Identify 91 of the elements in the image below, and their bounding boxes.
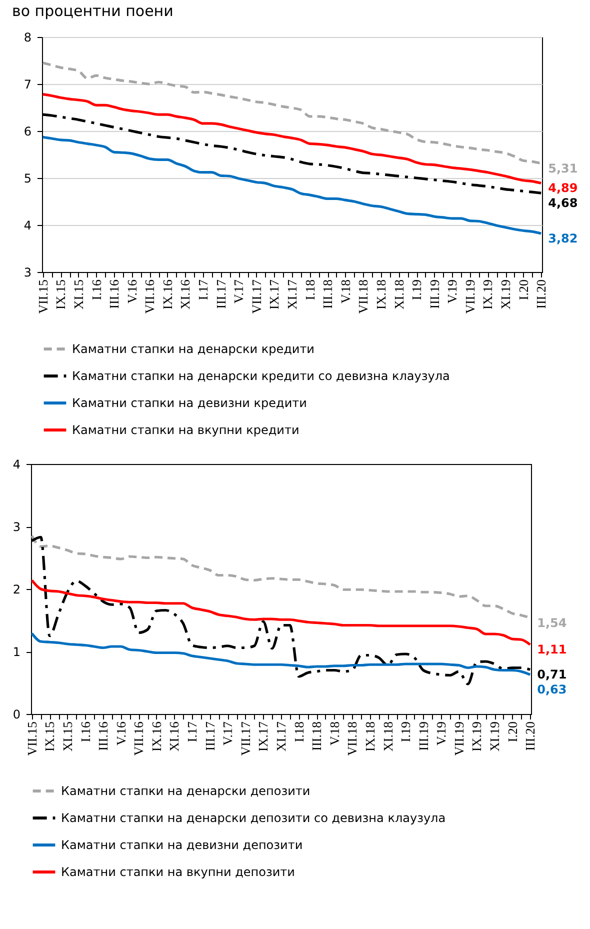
- x-tick-label: IX.15: [53, 280, 68, 310]
- x-tick-label: VII.19: [451, 722, 466, 756]
- y-tick-label: 0: [12, 708, 20, 722]
- y-tick-label: 5: [24, 172, 32, 186]
- x-tick-label: IX.17: [266, 279, 282, 310]
- x-tick-label: V.16: [113, 721, 128, 746]
- legend-label: Каматни стапки на денарски кредити со девизна клаузула: [72, 369, 450, 383]
- x-tick-label: III.17: [202, 721, 218, 751]
- x-tick-label: I.17: [196, 279, 211, 300]
- data-label: 0,63: [537, 682, 567, 697]
- x-tick-label: IX.18: [373, 280, 388, 310]
- y-tick-label: 7: [24, 78, 32, 92]
- x-tick-label: XI.17: [284, 279, 300, 310]
- legend-label: Каматни стапки на девизни депозити: [61, 838, 303, 852]
- x-tick-label: VII.16: [131, 721, 146, 756]
- legend-label: Каматни стапки на вкупни кредити: [72, 423, 300, 437]
- x-tick-label: III.18: [320, 280, 336, 309]
- x-tick-label: I.20: [516, 280, 531, 300]
- y-tick-label: 6: [24, 124, 32, 138]
- x-tick-label: XI.17: [274, 721, 288, 752]
- x-tick-label: V.16: [124, 279, 140, 304]
- x-tick-label: VII.19: [462, 280, 478, 314]
- x-tick-label: III.20: [522, 722, 538, 751]
- x-tick-label: XI.19: [498, 280, 514, 310]
- x-tick-label: XI.16: [178, 279, 193, 310]
- x-tick-label: III.19: [426, 280, 442, 309]
- x-tick-label: V.19: [434, 722, 449, 746]
- chart-title: во процентни поени: [12, 2, 174, 20]
- x-tick-label: I.18: [302, 280, 318, 300]
- x-tick-label: VII.18: [356, 280, 371, 314]
- x-tick-label: III.19: [416, 722, 431, 751]
- legend-label: Каматни стапки на девизни кредити: [72, 396, 307, 410]
- x-tick-label: IX.17: [256, 721, 271, 752]
- x-tick-label: VII.15: [35, 280, 50, 314]
- x-tick-label: V.17: [220, 721, 236, 746]
- x-tick-label: III.17: [213, 279, 228, 309]
- x-tick-label: VII.16: [142, 279, 158, 314]
- x-tick-label: III.16: [96, 721, 111, 751]
- data-label: 0,71: [537, 668, 567, 682]
- x-tick-label: III.20: [534, 280, 549, 309]
- line-series: [42, 136, 542, 235]
- x-tick-label: VII.15: [24, 722, 40, 756]
- x-tick-label: I.16: [78, 721, 93, 742]
- x-tick-label: III.18: [309, 722, 324, 751]
- x-tick-label: V.17: [231, 279, 246, 304]
- y-tick-label: 8: [24, 30, 32, 44]
- x-tick-label: XI.18: [391, 280, 406, 310]
- x-tick-label: I.17: [184, 721, 200, 742]
- x-tick-label: I.19: [409, 280, 424, 300]
- data-label: 3,82: [548, 231, 578, 246]
- x-tick-label: V.19: [444, 280, 460, 304]
- y-tick-label: 1: [12, 645, 20, 659]
- y-tick-label: 3: [12, 520, 20, 534]
- y-tick-label: 2: [12, 582, 20, 596]
- line-series: [30, 632, 532, 676]
- data-label: 1,11: [537, 642, 567, 657]
- legend-label: Каматни стапки на денарски депозити со девизна клаузула: [61, 811, 446, 825]
- x-tick-label: IX.19: [480, 280, 496, 310]
- x-tick-label: XI.16: [166, 721, 182, 752]
- line-series: [30, 578, 532, 646]
- x-tick-label: I.19: [398, 722, 414, 742]
- data-label: 4,89: [548, 181, 578, 196]
- x-tick-label: IX.19: [469, 722, 484, 752]
- legend-label: Каматни стапки на денарски кредити: [72, 342, 314, 356]
- x-tick-label: VII.17: [248, 279, 264, 314]
- x-tick-label: I.16: [88, 279, 104, 300]
- x-tick-label: I.20: [504, 722, 520, 742]
- legend-label: Каматни стапки на денарски депозити: [61, 784, 310, 798]
- y-tick-label: 4: [12, 458, 20, 472]
- data-label: 1,54: [537, 616, 567, 630]
- line-series: [42, 93, 542, 184]
- x-tick-label: V.18: [338, 280, 353, 304]
- x-tick-label: VII.18: [344, 722, 360, 756]
- x-tick-label: XI.19: [487, 722, 502, 752]
- data-label: 5,31: [548, 161, 578, 176]
- legend-label: Каматни стапки на вкупни депозити: [61, 865, 295, 879]
- x-tick-label: IX.16: [160, 279, 175, 310]
- x-tick-label: V.18: [326, 722, 342, 746]
- x-tick-label: IX.15: [42, 722, 58, 752]
- y-tick-label: 3: [24, 266, 32, 280]
- line-series: [42, 62, 542, 165]
- y-tick-label: 4: [24, 218, 32, 232]
- x-tick-label: IX.18: [362, 722, 378, 752]
- x-tick-label: I.18: [291, 722, 306, 742]
- x-tick-label: IX.16: [148, 721, 164, 752]
- x-tick-label: XI.15: [70, 280, 86, 310]
- data-label: 4,68: [548, 196, 578, 210]
- x-tick-label: XI.18: [380, 722, 396, 752]
- x-tick-label: VII.17: [238, 721, 253, 756]
- x-tick-label: XI.15: [60, 722, 75, 752]
- x-tick-label: III.16: [106, 279, 122, 309]
